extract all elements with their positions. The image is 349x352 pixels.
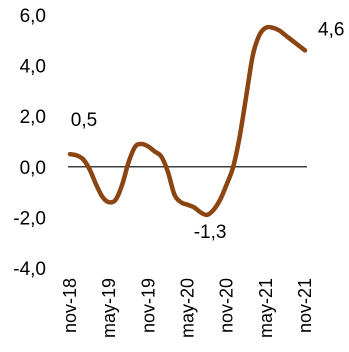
x-tick-label: nov-21 (295, 278, 315, 333)
x-tick-label: nov-19 (138, 278, 158, 333)
y-tick-label: 0,0 (20, 158, 46, 179)
x-tick-label: nov-20 (217, 278, 237, 333)
data-labels: 0,5 -1,3 4,6 (71, 19, 345, 242)
x-tick-label: nov-18 (60, 278, 80, 333)
y-tick-label: -4,0 (13, 259, 46, 280)
data-label: 0,5 (71, 110, 97, 131)
data-label: 4,6 (318, 19, 344, 40)
x-tick-label: may-21 (256, 278, 276, 338)
y-tick-label: 4,0 (20, 57, 46, 78)
x-tick-label: may-20 (178, 278, 198, 338)
y-tick-label: 2,0 (20, 107, 46, 128)
y-tick-label: 6,0 (20, 6, 46, 27)
y-axis-ticks: 6,0 4,0 2,0 0,0 -2,0 -4,0 (13, 6, 46, 280)
x-axis-ticks: nov-18 may-19 nov-19 may-20 nov-20 may-21 nov-… (60, 278, 315, 338)
series-line (67, 24, 308, 218)
data-label: -1,3 (194, 222, 227, 243)
y-tick-label: -2,0 (13, 208, 46, 229)
x-tick-label: may-19 (99, 278, 119, 338)
